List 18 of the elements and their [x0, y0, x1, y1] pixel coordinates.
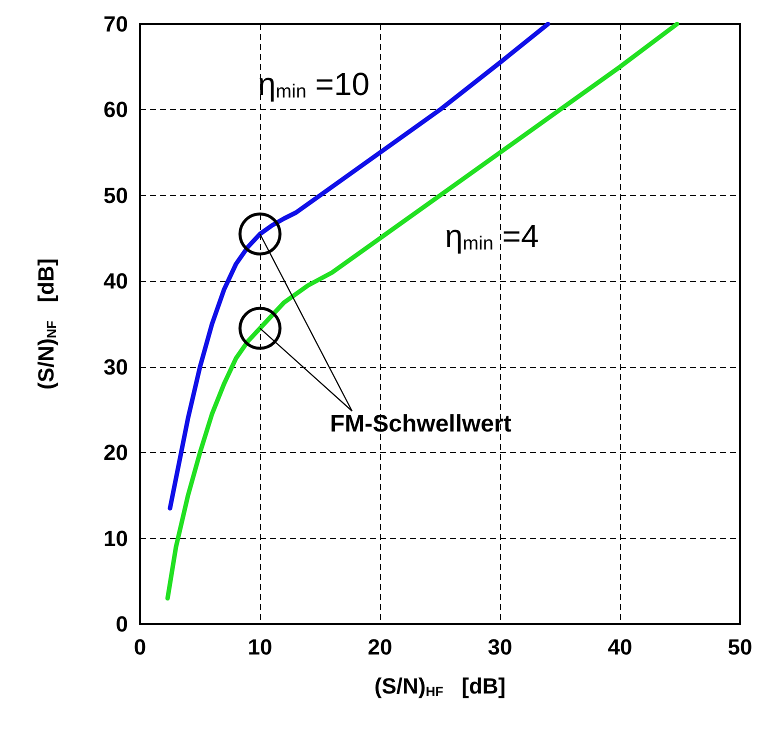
y-tick-label: 10	[104, 526, 128, 551]
line-series	[168, 22, 550, 511]
y-tick-label: 50	[104, 182, 128, 208]
y-tick-label: 40	[104, 268, 128, 294]
annotation: FM-Schwellwert	[330, 410, 512, 438]
line-series	[165, 22, 680, 601]
x-tick-label: 0	[134, 634, 146, 660]
y-tick-label: 60	[104, 97, 128, 122]
y-tick-label: 0	[116, 612, 128, 636]
y-tick-label: 20	[104, 440, 128, 466]
text: (S/N)NF [dB]	[34, 258, 59, 390]
x-tick-label: 10	[248, 634, 272, 660]
x-tick-label: 50	[728, 634, 752, 660]
x-tick-label: 30	[488, 634, 512, 660]
y-tick-label: 30	[104, 354, 128, 380]
x-tick-label: 40	[608, 634, 632, 660]
x-tick-label: 20	[368, 634, 392, 660]
y-tick-label: 70	[104, 12, 128, 36]
